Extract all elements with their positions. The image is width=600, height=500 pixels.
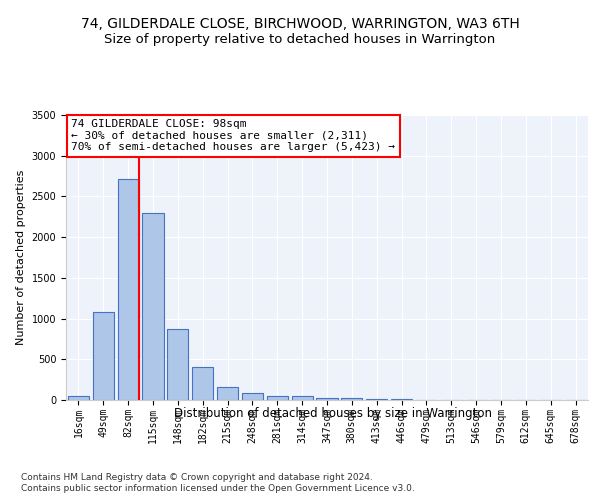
Bar [217, 388, 238, 400]
Bar [341, 398, 362, 400]
Bar [316, 398, 338, 400]
Text: 74 GILDERDALE CLOSE: 98sqm
← 30% of detached houses are smaller (2,311)
70% of s: 74 GILDERDALE CLOSE: 98sqm ← 30% of deta… [71, 120, 395, 152]
Text: Size of property relative to detached houses in Warrington: Size of property relative to detached ho… [104, 32, 496, 46]
Bar [242, 392, 263, 400]
Text: Contains public sector information licensed under the Open Government Licence v3: Contains public sector information licen… [21, 484, 415, 493]
Text: Contains HM Land Registry data © Crown copyright and database right 2024.: Contains HM Land Registry data © Crown c… [21, 472, 373, 482]
Bar [167, 329, 188, 400]
Y-axis label: Number of detached properties: Number of detached properties [16, 170, 26, 345]
Bar [366, 399, 387, 400]
Text: 74, GILDERDALE CLOSE, BIRCHWOOD, WARRINGTON, WA3 6TH: 74, GILDERDALE CLOSE, BIRCHWOOD, WARRING… [80, 18, 520, 32]
Bar [292, 396, 313, 400]
Bar [142, 212, 164, 400]
Bar [93, 312, 114, 400]
Bar [267, 396, 288, 400]
Bar [68, 396, 89, 400]
Bar [118, 178, 139, 400]
Text: Distribution of detached houses by size in Warrington: Distribution of detached houses by size … [174, 408, 492, 420]
Bar [192, 368, 213, 400]
